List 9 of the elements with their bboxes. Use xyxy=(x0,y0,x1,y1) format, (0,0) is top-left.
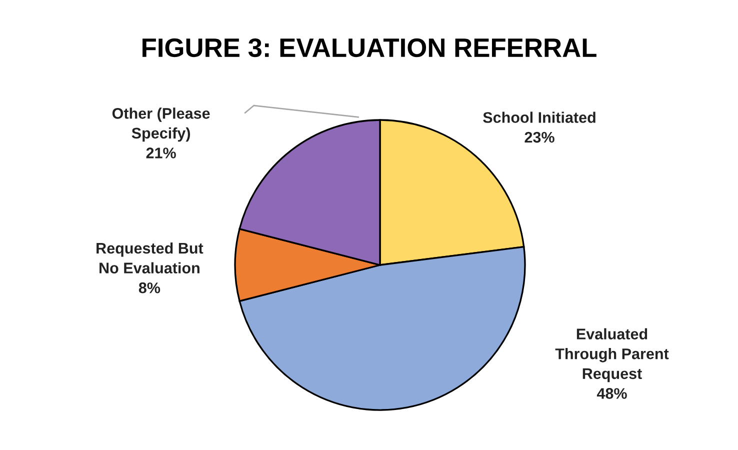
data-label: 48% xyxy=(596,388,627,399)
data-label: 23% xyxy=(524,132,554,143)
slice-label: Requested But No Evaluation xyxy=(96,242,204,274)
data-label: 21% xyxy=(146,148,176,158)
data-label: 8% xyxy=(138,282,160,294)
slice-label: School Initiated xyxy=(483,112,596,123)
slice-label: Evaluated Through Parent Request xyxy=(555,328,669,382)
chart-title: FIGURE 3: EVALUATION REFERRAL xyxy=(142,38,596,58)
slice-label: Other (Please Specify) xyxy=(112,108,210,142)
